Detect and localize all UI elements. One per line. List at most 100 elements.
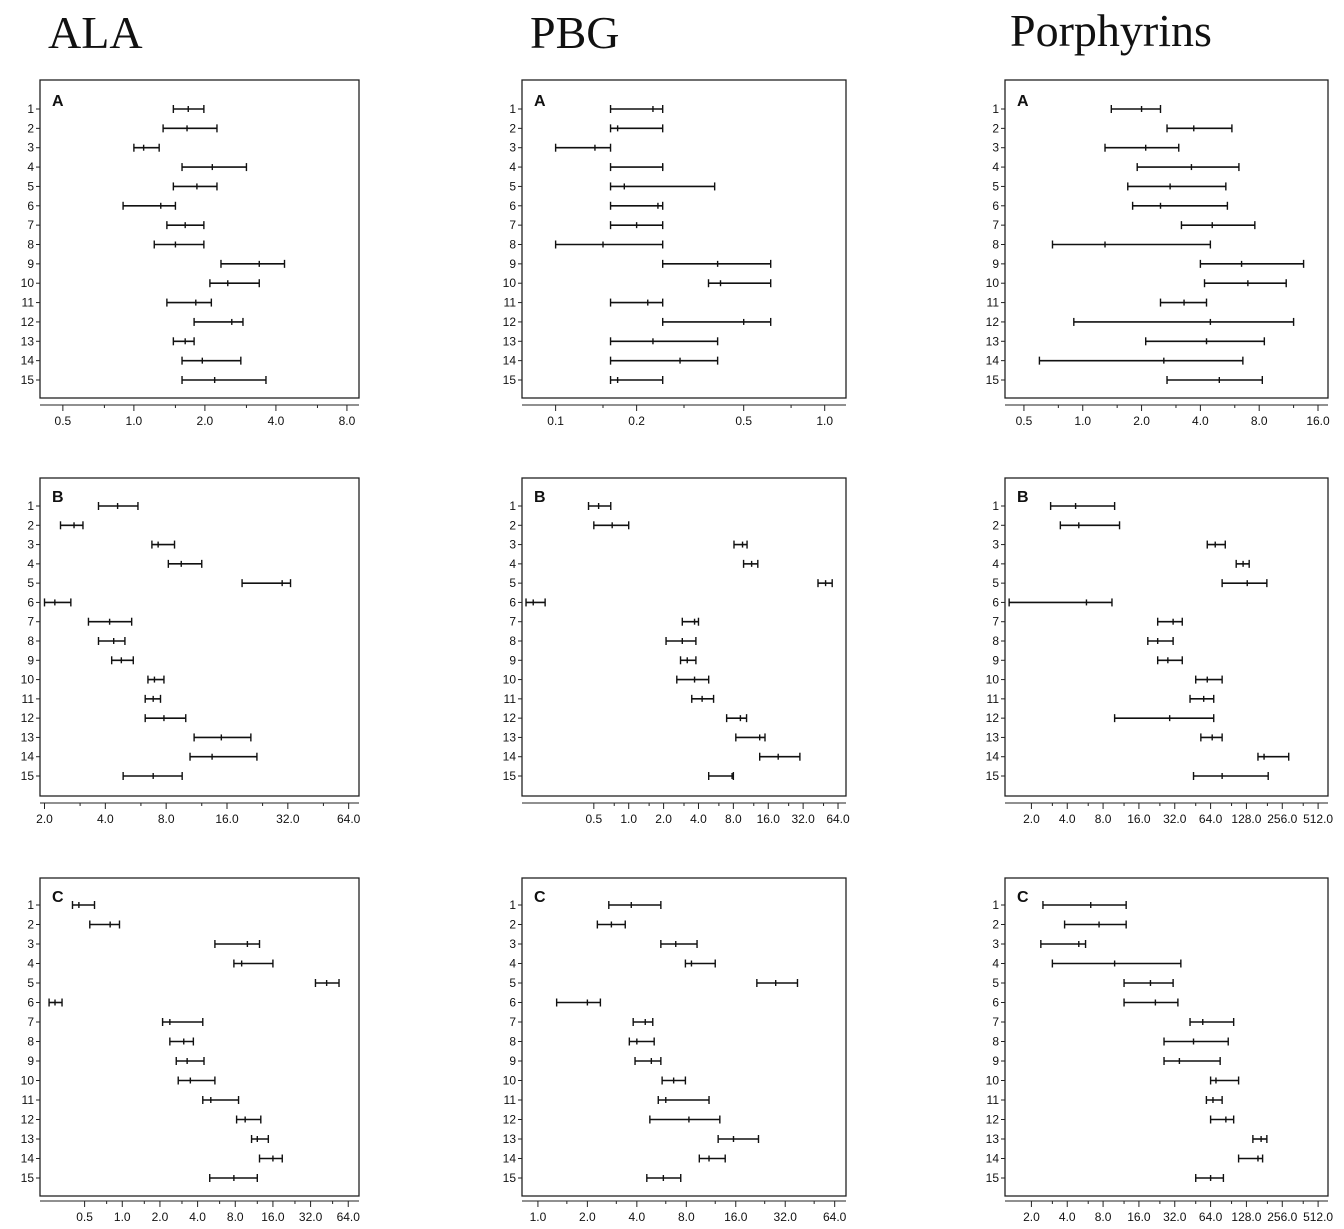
y-tick-label: 11: [22, 692, 35, 706]
y-tick-label: 3: [27, 937, 34, 951]
plot-frame: [521, 79, 847, 399]
x-tick-label: 8.0: [1251, 414, 1268, 428]
y-tick-label: 12: [21, 1113, 35, 1127]
plot-frame: [1004, 477, 1329, 797]
y-tick-label: 7: [992, 615, 999, 629]
y-tick-label: 1: [992, 499, 999, 513]
y-tick-label: 6: [509, 996, 516, 1010]
y-tick-label: 13: [503, 730, 517, 744]
y-tick-label: 11: [504, 692, 517, 706]
y-tick-label: 10: [503, 673, 517, 687]
y-tick-label: 4: [992, 160, 999, 174]
y-tick-label: 3: [509, 538, 516, 552]
y-tick-label: 10: [986, 276, 1000, 290]
x-tick-label: 4.0: [1192, 414, 1209, 428]
y-tick-label: 7: [509, 218, 516, 232]
y-tick-label: 7: [27, 615, 34, 629]
x-tick-label: 64.0: [1199, 812, 1223, 826]
y-tick-label: 2: [27, 121, 34, 135]
x-tick-label: 256.0: [1267, 812, 1297, 826]
y-tick-label: 15: [986, 1171, 1000, 1185]
x-tick-label: 1.0: [126, 414, 143, 428]
x-tick-label: 32.0: [791, 812, 815, 826]
y-tick-label: 14: [986, 750, 1000, 764]
column-title-ala: ALA: [48, 7, 143, 58]
y-tick-label: 2: [509, 121, 516, 135]
y-tick-label: 9: [509, 653, 516, 667]
y-tick-label: 12: [986, 315, 1000, 329]
y-tick-label: 15: [21, 769, 35, 783]
x-tick-label: 8.0: [227, 1210, 244, 1224]
y-tick-label: 8: [27, 238, 34, 252]
y-tick-label: 15: [986, 373, 1000, 387]
x-tick-label: 8.0: [158, 812, 175, 826]
y-tick-label: 9: [27, 1054, 34, 1068]
x-tick-label: 128.0: [1231, 1210, 1261, 1224]
panel-letter: A: [1017, 93, 1029, 110]
y-tick-label: 5: [27, 179, 34, 193]
x-tick-label: 32.0: [1163, 812, 1187, 826]
x-tick-label: 2.0: [152, 1210, 169, 1224]
panel-letter: B: [1017, 489, 1029, 506]
y-tick-label: 6: [992, 595, 999, 609]
y-tick-label: 8: [509, 238, 516, 252]
x-tick-label: 1.0: [620, 812, 637, 826]
y-tick-label: 12: [986, 711, 1000, 725]
y-tick-label: 7: [27, 218, 34, 232]
y-tick-label: 15: [21, 1171, 35, 1185]
x-tick-label: 2.0: [36, 812, 53, 826]
x-tick-label: 2.0: [1023, 1210, 1040, 1224]
y-tick-label: 15: [503, 373, 517, 387]
y-tick-label: 4: [992, 957, 999, 971]
x-tick-label: 16.0: [1306, 414, 1330, 428]
y-tick-label: 13: [503, 1132, 517, 1146]
y-tick-label: 9: [992, 1054, 999, 1068]
y-tick-label: 11: [22, 296, 35, 310]
y-tick-label: 5: [27, 576, 34, 590]
y-tick-label: 10: [21, 276, 35, 290]
x-tick-label: 1.0: [114, 1210, 131, 1224]
y-tick-label: 7: [509, 1015, 516, 1029]
y-tick-label: 8: [27, 634, 34, 648]
y-tick-label: 8: [992, 634, 999, 648]
y-tick-label: 4: [27, 957, 34, 971]
y-tick-label: 9: [27, 653, 34, 667]
y-tick-label: 3: [992, 538, 999, 552]
y-tick-label: 13: [21, 1132, 35, 1146]
plot-frame: [1004, 79, 1329, 399]
x-tick-label: 8.0: [678, 1210, 695, 1224]
panel-letter: A: [52, 93, 64, 110]
x-tick-label: 64.0: [1199, 1210, 1223, 1224]
x-tick-label: 512.0: [1303, 1210, 1333, 1224]
y-tick-label: 4: [509, 957, 516, 971]
x-tick-label: 2.0: [579, 1210, 596, 1224]
y-tick-label: 14: [986, 354, 1000, 368]
x-tick-label: 16.0: [215, 812, 239, 826]
y-tick-label: 11: [987, 692, 1000, 706]
x-tick-label: 4.0: [268, 414, 285, 428]
plot-frame: [1004, 877, 1329, 1197]
x-tick-label: 32.0: [299, 1210, 323, 1224]
x-tick-label: 16.0: [1127, 1210, 1151, 1224]
x-tick-label: 8.0: [1095, 812, 1112, 826]
y-tick-label: 1: [27, 102, 34, 116]
x-tick-label: 16.0: [757, 812, 781, 826]
y-tick-label: 15: [503, 1171, 517, 1185]
y-tick-label: 6: [992, 996, 999, 1010]
y-tick-label: 2: [992, 918, 999, 932]
y-tick-label: 9: [992, 257, 999, 271]
y-tick-label: 12: [21, 315, 35, 329]
x-tick-label: 0.1: [547, 414, 564, 428]
y-tick-label: 4: [992, 557, 999, 571]
y-tick-label: 6: [509, 595, 516, 609]
y-tick-label: 13: [21, 334, 35, 348]
x-tick-label: 4.0: [1059, 1210, 1076, 1224]
x-tick-label: 2.0: [1133, 414, 1150, 428]
y-tick-label: 1: [509, 499, 516, 513]
y-tick-label: 2: [992, 518, 999, 532]
